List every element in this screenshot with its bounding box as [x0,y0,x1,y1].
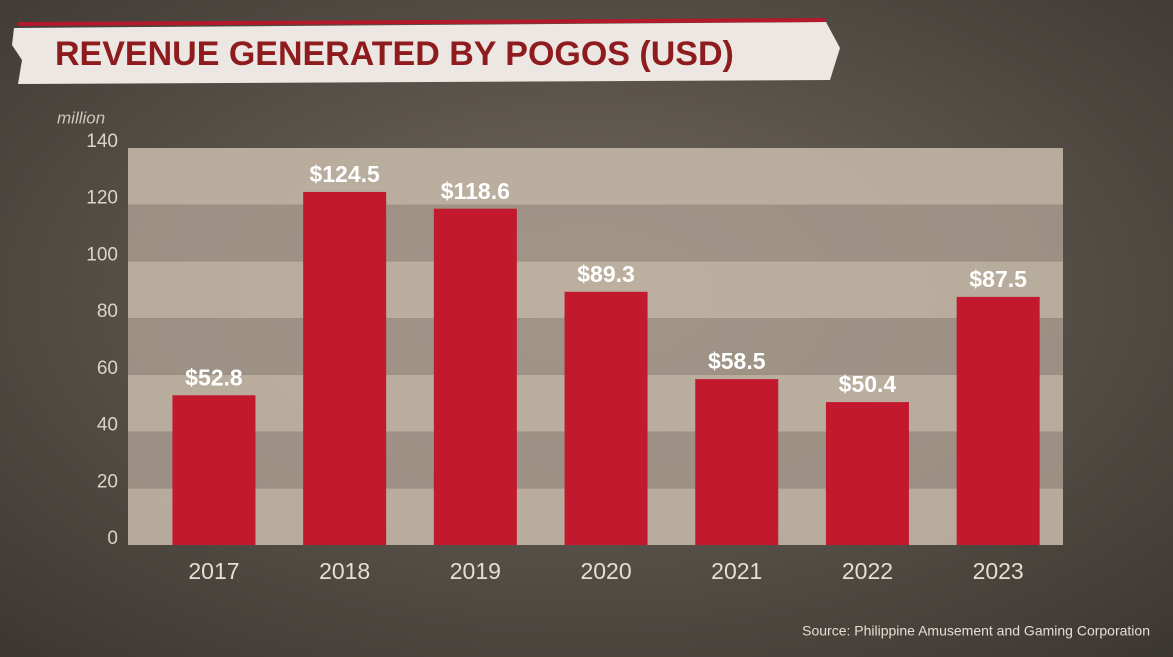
bar [825,402,909,545]
y-tick-label: 140 [86,131,118,152]
title-banner [12,22,840,84]
value-label: $87.5 [969,266,1027,292]
value-label: $50.4 [839,371,897,397]
x-tick-label: 2017 [188,558,239,584]
bar [956,296,1040,545]
value-label: $124.5 [309,161,380,187]
x-tick-label: 2019 [450,558,501,584]
grid-band [128,204,1063,262]
y-tick-label: 120 [86,188,118,209]
y-tick-label: 20 [97,471,118,492]
grid-band [128,148,1063,205]
x-tick-label: 2021 [711,558,762,584]
bar [564,291,648,545]
y-tick-label: 80 [97,301,118,322]
value-label: $118.6 [441,178,510,204]
x-tick-label: 2018 [319,558,370,584]
y-tick-label: 0 [107,528,118,549]
value-label: $52.8 [185,364,243,390]
bar [172,395,256,545]
bar [433,208,517,546]
y-tick-label: 40 [97,415,118,436]
title-rule [17,18,827,26]
y-tick-label: 100 [86,244,118,265]
plot: 0 20 40 60 80 100 120 140 $52.8 2017 $124.5 2018 $11… [86,131,1063,584]
source: Source: Philippine Amusement and Gaming … [802,623,1150,639]
y-unit: million [57,108,105,127]
bar [695,379,779,545]
x-tick-label: 2022 [842,558,893,584]
x-tick-label: 2023 [973,558,1024,584]
x-tick-label: 2020 [580,558,631,584]
value-label: $58.5 [708,348,766,374]
y-tick-label: 60 [97,358,118,379]
chart-title: REVENUE GENERATED BY POGOS (USD) [55,35,734,73]
value-label: $89.3 [577,261,635,287]
bar [303,191,387,546]
